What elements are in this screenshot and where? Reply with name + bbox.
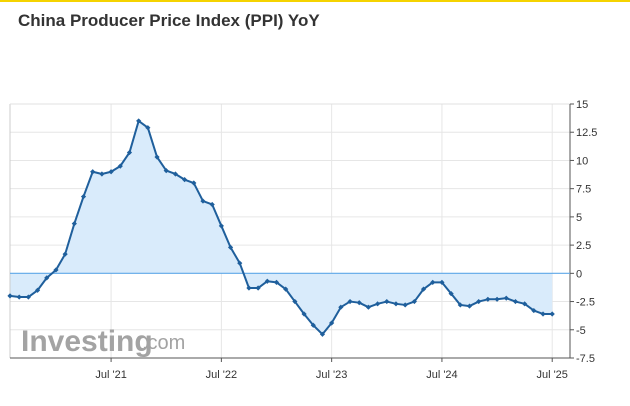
y-tick-labels: 15 12.5 10 7.5 5 2.5 0 -2.5 -5 -7.5	[576, 99, 597, 365]
axes	[9, 103, 574, 362]
data-point	[117, 163, 123, 169]
data-point	[457, 302, 463, 308]
data-point	[218, 223, 224, 229]
y-tick-label: 15	[576, 99, 588, 111]
data-point	[319, 331, 326, 337]
data-point	[80, 193, 87, 200]
data-point	[16, 294, 22, 300]
x-tick-label: Jul '24	[426, 369, 457, 381]
data-point	[136, 118, 142, 124]
data-point	[466, 303, 473, 309]
x-tick-label: Jul '22	[206, 369, 237, 381]
data-point	[522, 301, 528, 307]
data-point	[356, 300, 362, 306]
data-point	[25, 294, 31, 300]
y-tick-label: 5	[576, 212, 582, 224]
y-tick-label: 0	[576, 268, 582, 280]
investing-logo: Investing .com	[21, 325, 185, 358]
data-point	[347, 298, 353, 305]
y-tick-label: 7.5	[576, 184, 591, 196]
data-point	[531, 307, 537, 314]
data-point	[384, 298, 390, 305]
data-point	[237, 260, 243, 266]
data-point	[310, 322, 316, 328]
data-point	[338, 304, 344, 310]
y-tick-label: -2.5	[576, 297, 595, 309]
data-point	[7, 293, 13, 299]
x-tick-labels: Jul '21 Jul '22 Jul '23 Jul '24 Jul '25	[95, 369, 568, 381]
data-point	[439, 279, 445, 285]
data-point	[200, 198, 206, 204]
data-point	[264, 278, 270, 284]
data-point	[549, 311, 555, 317]
data-point	[62, 251, 68, 257]
data-point	[255, 285, 261, 291]
page-title: China Producer Price Index (PPI) YoY	[18, 11, 320, 30]
logo-suffix: .com	[142, 332, 185, 354]
data-point	[420, 286, 427, 292]
data-point	[411, 298, 417, 305]
data-point	[476, 298, 482, 305]
data-point	[172, 171, 179, 177]
data-point	[246, 285, 252, 291]
data-point	[393, 301, 399, 307]
data-point	[512, 298, 519, 305]
data-point	[145, 125, 151, 131]
data-point	[154, 154, 160, 160]
data-point	[430, 279, 436, 285]
data-point	[34, 287, 41, 293]
data-point	[402, 302, 408, 308]
top-accent-bar	[0, 0, 630, 2]
data-points	[7, 118, 555, 337]
data-point	[540, 311, 546, 317]
data-point	[485, 296, 491, 302]
y-tick-label: 10	[576, 155, 588, 167]
data-point	[99, 171, 105, 177]
area-fill-layer	[10, 120, 553, 335]
data-point	[126, 149, 133, 156]
y-tick-label: -5	[576, 325, 586, 337]
data-point	[365, 304, 372, 310]
data-point	[292, 298, 298, 305]
y-tick-label: -7.5	[576, 353, 595, 365]
data-point	[448, 291, 454, 297]
data-point	[503, 295, 509, 301]
y-tick-label: 12.5	[576, 127, 597, 139]
area-fill	[10, 120, 553, 335]
data-point	[283, 286, 289, 292]
x-tick-label: Jul '21	[95, 369, 126, 381]
data-point	[191, 180, 197, 186]
data-point	[44, 275, 50, 281]
data-point	[90, 169, 96, 175]
x-tick-label: Jul '25	[536, 369, 567, 381]
data-point	[494, 296, 500, 302]
data-point	[301, 311, 307, 317]
data-point	[53, 267, 59, 273]
x-tick-label: Jul '23	[316, 369, 347, 381]
y-tick-label: 2.5	[576, 240, 591, 252]
data-point	[71, 221, 77, 227]
logo-wordmark: Investing	[21, 325, 153, 358]
data-point	[273, 279, 280, 285]
data-point	[227, 244, 234, 250]
data-point	[108, 169, 114, 175]
data-point	[375, 301, 381, 307]
data-point	[209, 201, 215, 208]
data-point	[163, 168, 169, 174]
data-point	[182, 177, 188, 183]
data-point	[329, 320, 335, 326]
